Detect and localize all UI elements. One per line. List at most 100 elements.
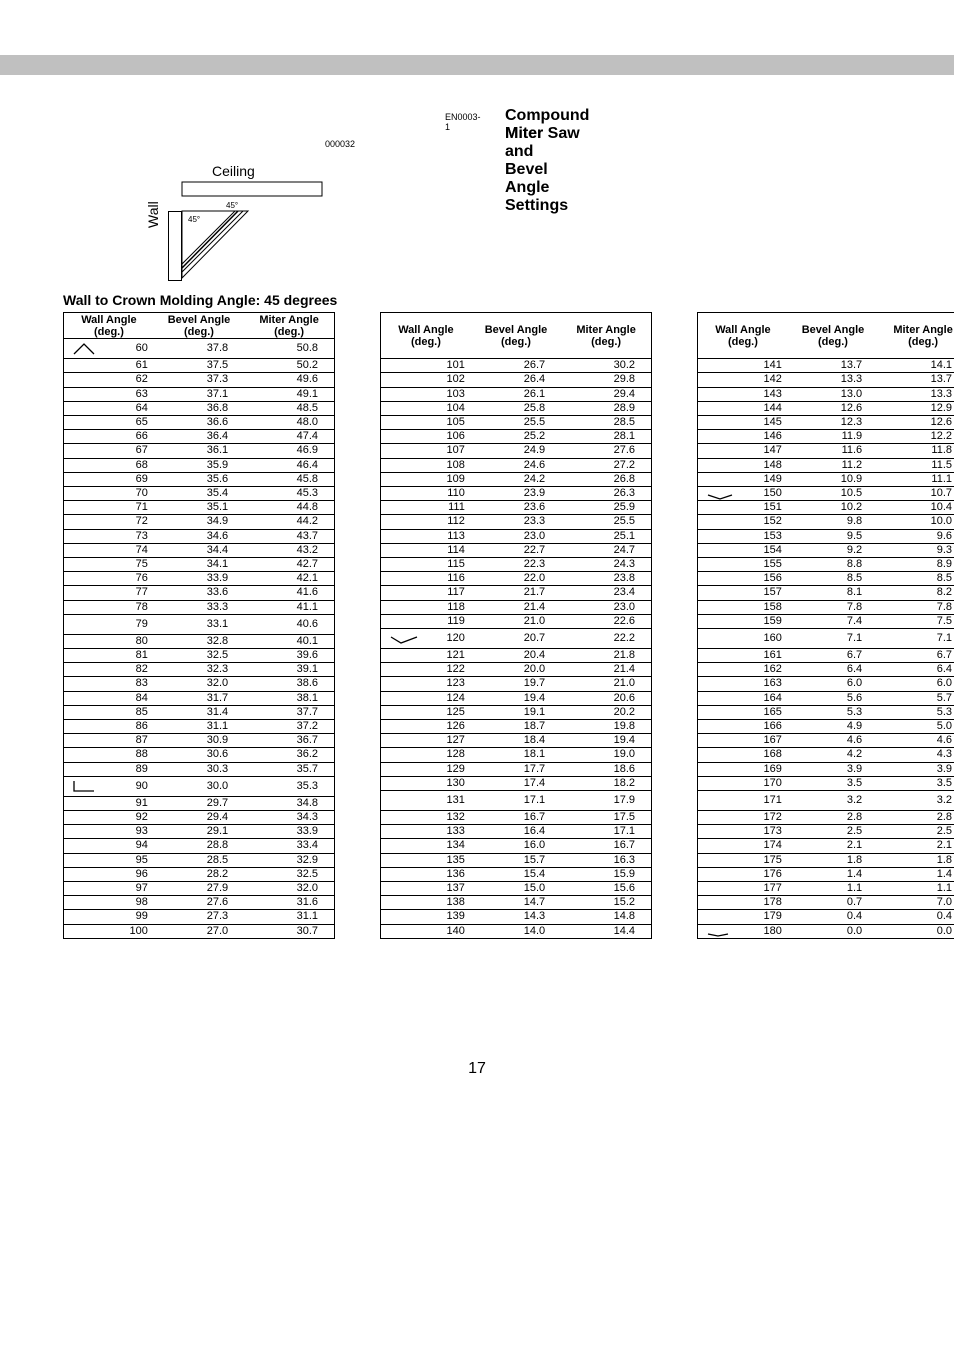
cell-miter-angle: 5.7 (878, 691, 954, 705)
cell-bevel-angle: 28.5 (154, 853, 244, 867)
cell-wall-angle: 68 (64, 458, 154, 472)
cell-wall-angle: 172 (698, 810, 788, 824)
cell-miter-angle: 41.6 (244, 586, 334, 600)
table-row: 85 31.4 37.7 (64, 705, 335, 719)
cell-bevel-angle: 15.0 (471, 882, 561, 896)
cell-miter-angle: 26.3 (561, 486, 651, 500)
cell-miter-angle: 19.4 (561, 734, 651, 748)
cell-wall-angle: 89 (64, 762, 154, 776)
cell-wall-angle: 61 (64, 359, 154, 373)
cell-bevel-angle: 16.7 (471, 810, 561, 824)
cell-bevel-angle: 29.1 (154, 825, 244, 839)
table-row: 127 18.4 19.4 (381, 734, 652, 748)
cell-miter-angle: 35.3 (244, 776, 334, 796)
table-row: 92 29.4 34.3 (64, 810, 335, 824)
cell-wall-angle: 74 (64, 543, 154, 557)
cell-bevel-angle: 19.4 (471, 691, 561, 705)
cell-wall-angle: 136 (381, 867, 471, 881)
cell-bevel-angle: 20.0 (471, 663, 561, 677)
cell-wall-angle: 179 (698, 910, 788, 924)
cell-bevel-angle: 36.8 (154, 401, 244, 415)
cell-miter-angle: 30.2 (561, 359, 651, 373)
cell-miter-angle: 6.0 (878, 677, 954, 691)
cell-wall-angle: 103 (381, 387, 471, 401)
table-row: 126 18.7 19.8 (381, 719, 652, 733)
table-row: 173 2.5 2.5 (698, 825, 954, 839)
cell-miter-angle: 34.3 (244, 810, 334, 824)
cell-wall-angle: 129 (381, 762, 471, 776)
cell-miter-angle: 48.0 (244, 415, 334, 429)
table-row: 117 21.7 23.4 (381, 586, 652, 600)
cell-wall-angle: 127 (381, 734, 471, 748)
table-row: 94 28.8 33.4 (64, 839, 335, 853)
cell-bevel-angle: 19.7 (471, 677, 561, 691)
cell-miter-angle: 46.9 (244, 444, 334, 458)
table-row: 178 0.7 7.0 (698, 896, 954, 910)
cell-miter-angle: 6.7 (878, 648, 954, 662)
table-row: 105 25.5 28.5 (381, 415, 652, 429)
cell-wall-angle: 134 (381, 839, 471, 853)
cell-bevel-angle: 4.9 (788, 719, 878, 733)
cell-wall-angle: 97 (64, 882, 154, 896)
cell-bevel-angle: 20.4 (471, 648, 561, 662)
cell-bevel-angle: 27.3 (154, 910, 244, 924)
cell-wall-angle: 98 (64, 896, 154, 910)
cell-wall-angle: 81 (64, 648, 154, 662)
cell-bevel-angle: 30.9 (154, 734, 244, 748)
cell-wall-angle: 165 (698, 705, 788, 719)
cell-bevel-angle: 30.0 (154, 776, 244, 796)
cell-miter-angle: 41.1 (244, 600, 334, 614)
cell-miter-angle: 4.6 (878, 734, 954, 748)
cell-wall-angle: 92 (64, 810, 154, 824)
cell-wall-angle: 84 (64, 691, 154, 705)
cell-wall-angle: 148 (698, 458, 788, 472)
cell-bevel-angle: 10.2 (788, 501, 878, 515)
cell-wall-angle: 65 (64, 415, 154, 429)
cell-miter-angle: 17.1 (561, 825, 651, 839)
angle-obtuse-icon (389, 631, 419, 645)
table-row: 165 5.3 5.3 (698, 705, 954, 719)
cell-wall-angle: 168 (698, 748, 788, 762)
cell-bevel-angle: 23.0 (471, 529, 561, 543)
cell-miter-angle: 33.4 (244, 839, 334, 853)
cell-miter-angle: 44.2 (244, 515, 334, 529)
table-row: 125 19.1 20.2 (381, 705, 652, 719)
cell-miter-angle: 38.6 (244, 677, 334, 691)
cell-bevel-angle: 33.1 (154, 614, 244, 634)
cell-bevel-angle: 22.3 (471, 557, 561, 571)
cell-miter-angle: 14.4 (561, 924, 651, 938)
cell-miter-angle: 2.8 (878, 810, 954, 824)
cell-miter-angle: 0.0 (878, 924, 954, 938)
cell-wall-angle: 71 (64, 501, 154, 515)
cell-bevel-angle: 16.0 (471, 839, 561, 853)
cell-miter-angle: 3.9 (878, 762, 954, 776)
cell-miter-angle: 3.2 (878, 790, 954, 810)
cell-miter-angle: 5.0 (878, 719, 954, 733)
cell-bevel-angle: 25.8 (471, 401, 561, 415)
table-row: 66 36.4 47.4 (64, 430, 335, 444)
table-row: 116 22.0 23.8 (381, 572, 652, 586)
cell-wall-angle: 135 (381, 853, 471, 867)
table-row: 113 23.0 25.1 (381, 529, 652, 543)
table-row: 123 19.7 21.0 (381, 677, 652, 691)
col-bevel-angle: Bevel Angle(deg.) (788, 313, 878, 359)
cell-wall-angle: 138 (381, 896, 471, 910)
cell-wall-angle: 156 (698, 572, 788, 586)
col-bevel-angle: Bevel Angle(deg.) (471, 313, 561, 359)
table-row: 102 26.4 29.8 (381, 373, 652, 387)
cell-miter-angle: 19.8 (561, 719, 651, 733)
table-row: 166 4.9 5.0 (698, 719, 954, 733)
cell-wall-angle: 131 (381, 790, 471, 810)
cell-miter-angle: 47.4 (244, 430, 334, 444)
cell-bevel-angle: 37.3 (154, 373, 244, 387)
cell-miter-angle: 29.4 (561, 387, 651, 401)
cell-bevel-angle: 11.9 (788, 430, 878, 444)
cell-bevel-angle: 2.1 (788, 839, 878, 853)
cell-miter-angle: 27.2 (561, 458, 651, 472)
cell-bevel-angle: 11.6 (788, 444, 878, 458)
table-row: 78 33.3 41.1 (64, 600, 335, 614)
cell-wall-angle: 151 (698, 501, 788, 515)
table-row: 63 37.1 49.1 (64, 387, 335, 401)
cell-wall-angle: 108 (381, 458, 471, 472)
cell-miter-angle: 5.3 (878, 705, 954, 719)
